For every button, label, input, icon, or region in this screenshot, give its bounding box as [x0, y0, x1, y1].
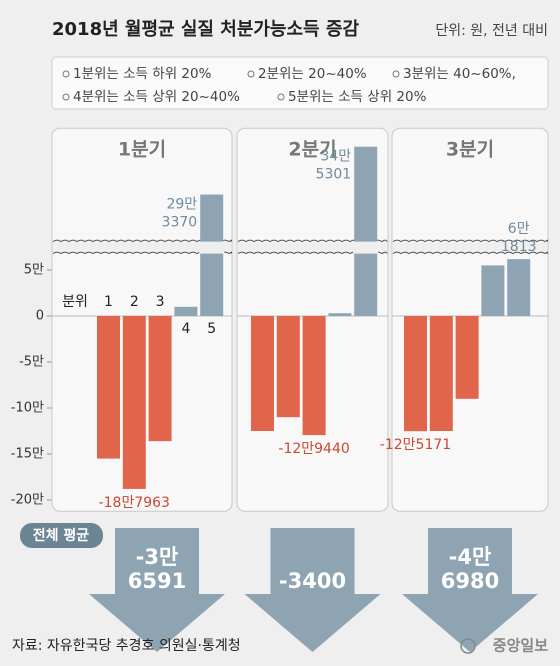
bar	[276, 316, 300, 418]
average-label: -3만 6591	[128, 545, 186, 593]
value-label: 29만 3370	[162, 196, 198, 230]
bar	[97, 316, 120, 459]
bar	[200, 194, 224, 316]
axis-break-band	[53, 241, 231, 254]
category-label: 5	[207, 321, 216, 337]
category-title: 분위	[62, 294, 88, 310]
bar	[455, 316, 479, 399]
average-label: -3400	[279, 569, 346, 593]
bar	[148, 316, 172, 442]
average-title: 전체 평균	[33, 527, 90, 544]
legend-bullet	[62, 70, 70, 78]
y-tick-label: 5만	[24, 263, 44, 278]
axis-break-band	[238, 241, 387, 254]
y-tick-label: 0	[36, 309, 44, 324]
average-arrow	[402, 528, 538, 652]
average-arrow	[89, 528, 225, 652]
value-label: -12만9440	[278, 441, 349, 457]
bar	[174, 306, 198, 316]
panel-title: 1분기	[118, 139, 166, 161]
legend-note: 3분위는 40~60%,	[403, 66, 516, 82]
value-label: -12만5171	[380, 437, 451, 453]
axis-break-band	[393, 241, 547, 254]
bar	[122, 316, 146, 489]
legend-bullet	[392, 70, 400, 78]
bar	[251, 316, 274, 431]
average-badge	[20, 523, 103, 548]
category-label: 4	[181, 321, 190, 337]
legend-note: 2분위는 20~40%	[258, 66, 367, 82]
y-tick-label: -15만	[11, 447, 44, 462]
bar	[429, 316, 453, 431]
publisher: 중앙일보	[493, 637, 548, 655]
bar	[481, 265, 505, 316]
publisher-logo	[460, 638, 476, 654]
unit-note: 단위: 원, 전년 대비	[435, 23, 548, 39]
axis-break-line	[392, 239, 549, 243]
bar	[507, 259, 531, 316]
average-arrow	[244, 528, 381, 652]
category-label: 1	[104, 294, 113, 310]
legend-bullet	[247, 70, 255, 78]
bar	[404, 316, 427, 432]
axis-break-band	[353, 241, 379, 254]
y-tick-label: -5만	[19, 355, 44, 370]
value-label: -18만7963	[99, 495, 170, 511]
y-tick-label: -10만	[11, 401, 44, 416]
legend-note: 5분위는 소득 상위 20%	[288, 89, 427, 105]
bar	[354, 146, 378, 316]
y-tick-label: -20만	[11, 493, 44, 508]
panel-title: 2분기	[288, 139, 336, 161]
legend-bullet	[62, 93, 70, 101]
panel-title: 3분기	[446, 139, 494, 161]
average-label: -4만 6980	[441, 545, 499, 593]
legend-box	[51, 56, 549, 110]
legend-bullet	[277, 93, 285, 101]
bar	[328, 313, 352, 316]
bar	[302, 316, 326, 436]
category-label: 3	[156, 294, 165, 310]
category-label: 2	[130, 294, 139, 310]
chart-title: 2018년 월평균 실질 처분가능소득 증감	[52, 19, 359, 40]
source: 자료: 자유한국당 추경호 의원실·통계청	[12, 638, 241, 654]
axis-break-line	[392, 251, 549, 255]
value-label: 6만 1813	[501, 221, 537, 255]
legend-note: 1분위는 소득 하위 20%	[73, 66, 212, 82]
legend-note: 4분위는 소득 상위 20~40%	[73, 89, 240, 105]
axis-break-band	[199, 241, 225, 254]
value-label: 34만 5301	[316, 149, 352, 183]
